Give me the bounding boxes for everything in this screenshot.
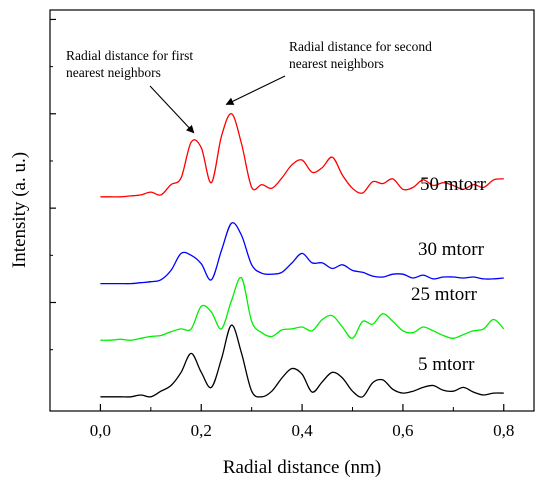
annotation-text: Radial distance for first bbox=[66, 48, 193, 63]
series-line bbox=[100, 222, 504, 285]
x-tick-label: 0,2 bbox=[191, 421, 212, 440]
series-label: 30 mtorr bbox=[418, 239, 485, 260]
series-group: 50 mtorr 30 mtorr 25 mtorr 5 mtorr bbox=[100, 113, 505, 398]
series-line bbox=[100, 113, 504, 198]
x-tick-label: 0,6 bbox=[392, 421, 413, 440]
series-label: 25 mtorr bbox=[411, 284, 478, 305]
x-tick-label: 0,4 bbox=[291, 421, 313, 440]
series-label: 50 mtorr bbox=[420, 174, 487, 195]
annotation-text: Radial distance for second bbox=[289, 39, 432, 54]
annotation-text: nearest neighbors bbox=[289, 56, 384, 71]
series-line bbox=[100, 276, 505, 341]
annotation-group: Radial distance for first nearest neighbo… bbox=[66, 39, 432, 134]
x-axis-title: Radial distance (nm) bbox=[223, 457, 381, 478]
x-tick-label: 0,0 bbox=[90, 421, 111, 440]
annotation-arrow bbox=[149, 85, 195, 134]
tick-group: 0,0 0,2 0,4 0,6 0,8 bbox=[50, 18, 514, 440]
plot-frame bbox=[49, 9, 535, 412]
series-label: 5 mtorr bbox=[418, 354, 475, 375]
y-axis-title: Intensity (a. u.) bbox=[9, 152, 30, 268]
annotation-text: nearest neighbors bbox=[66, 65, 161, 80]
series-line bbox=[100, 324, 504, 398]
annotation-arrow bbox=[225, 75, 286, 105]
x-tick-label: 0,8 bbox=[493, 421, 514, 440]
